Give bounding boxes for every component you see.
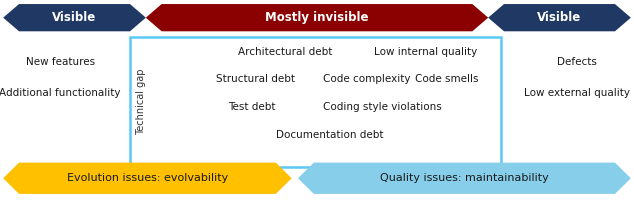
Polygon shape: [3, 163, 292, 194]
Polygon shape: [488, 4, 631, 31]
Text: Code smells: Code smells: [415, 74, 479, 84]
Text: New features: New features: [25, 57, 95, 67]
Text: Visible: Visible: [538, 11, 581, 24]
Text: Structural debt: Structural debt: [216, 74, 295, 84]
Text: Documentation debt: Documentation debt: [276, 130, 384, 140]
Text: Quality issues: maintainability: Quality issues: maintainability: [380, 173, 549, 183]
Text: Evolution issues: evolvability: Evolution issues: evolvability: [67, 173, 228, 183]
Text: Technical gap: Technical gap: [136, 69, 146, 135]
Text: Defects: Defects: [557, 57, 597, 67]
Text: Additional functionality: Additional functionality: [0, 88, 121, 98]
Polygon shape: [3, 4, 146, 31]
Text: Code complexity: Code complexity: [323, 74, 411, 84]
Polygon shape: [146, 4, 488, 31]
Polygon shape: [298, 163, 631, 194]
Text: Coding style violations: Coding style violations: [323, 102, 442, 112]
Text: Test debt: Test debt: [228, 102, 276, 112]
Text: Visible: Visible: [53, 11, 96, 24]
Text: Low external quality: Low external quality: [524, 88, 630, 98]
Text: Mostly invisible: Mostly invisible: [265, 11, 369, 24]
Text: Architectural debt: Architectural debt: [238, 46, 332, 57]
FancyBboxPatch shape: [130, 37, 501, 167]
Text: Low internal quality: Low internal quality: [374, 46, 477, 57]
